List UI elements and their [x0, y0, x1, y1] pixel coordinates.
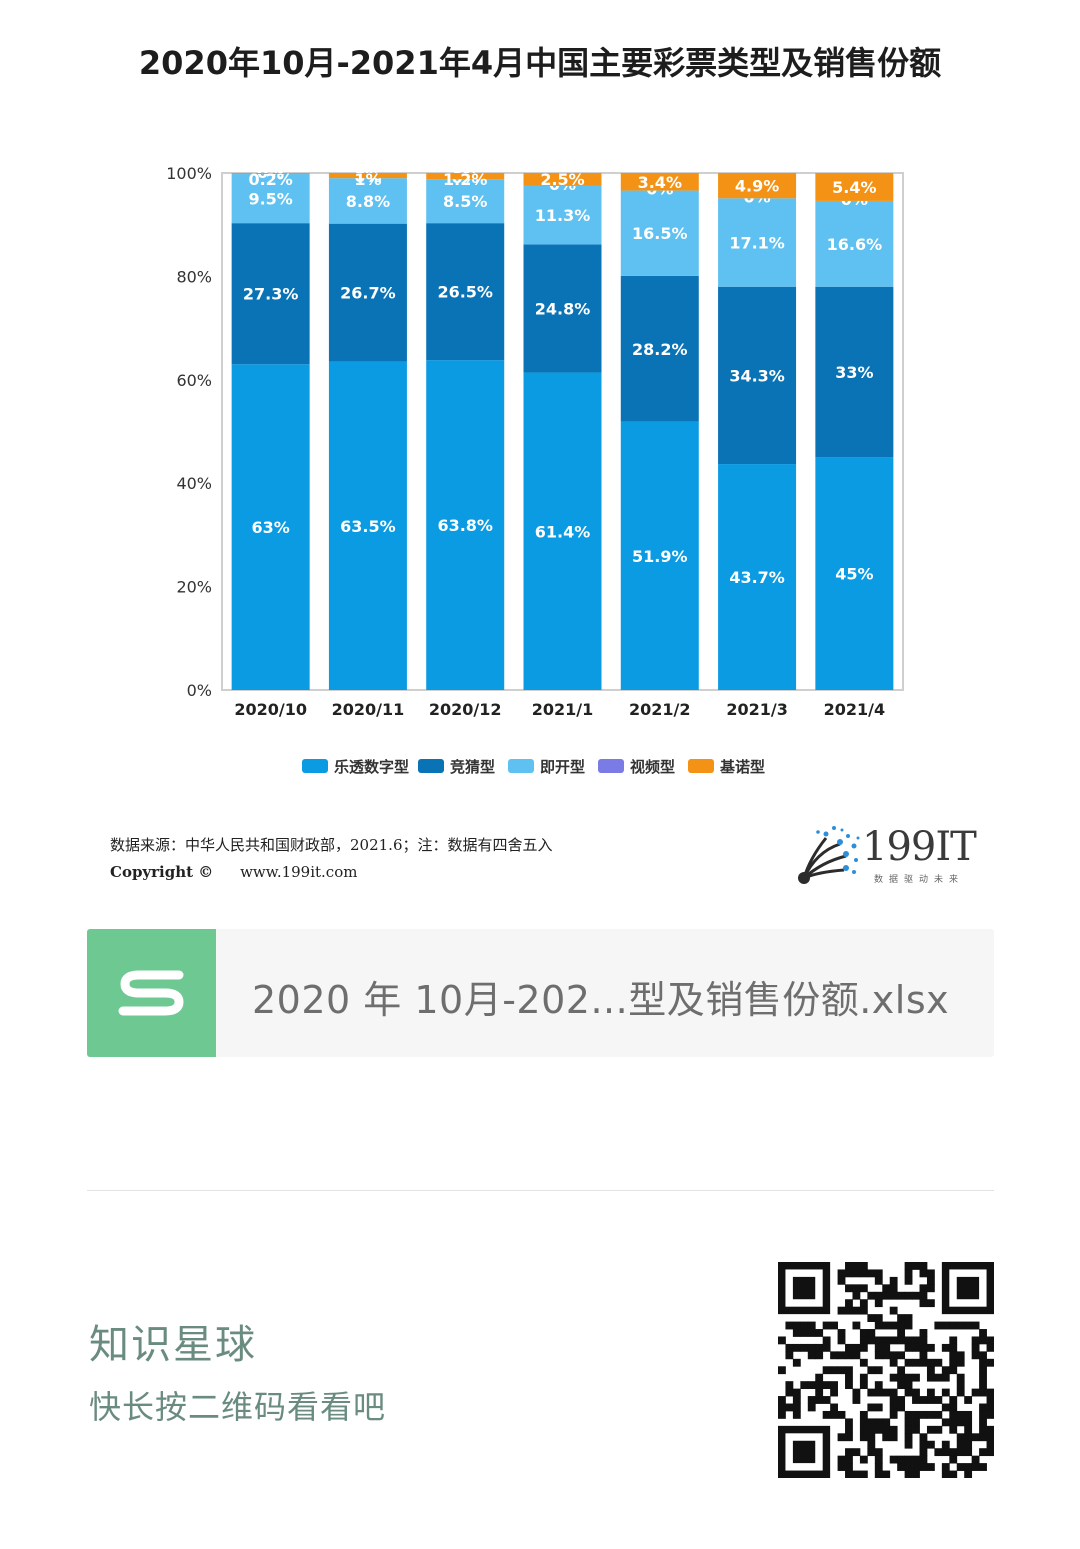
x-tick-label: 2021/2	[629, 700, 691, 719]
bar-segment	[231, 364, 310, 690]
y-tick-label: 20%	[176, 578, 212, 597]
bar-segment	[426, 360, 505, 690]
bar-segment	[620, 421, 699, 690]
logo-tagline: 数据驱动未来	[874, 875, 965, 885]
y-tick-label: 100%	[166, 164, 212, 183]
data-label: 17.1%	[729, 234, 785, 253]
x-tick-label: 2021/3	[726, 700, 788, 719]
data-label: 63%	[251, 518, 289, 537]
bar-segment	[620, 190, 699, 276]
bar-segment	[815, 173, 894, 201]
copyright-line: Copyright © www.199it.com	[110, 858, 553, 886]
bar-segment	[718, 173, 797, 199]
chart-title: 2020年10月-2021年4月中国主要彩票类型及销售份额	[138, 44, 942, 82]
data-label: 51.9%	[632, 547, 688, 566]
data-label: 0.2%	[248, 170, 292, 189]
data-label: 8.5%	[443, 192, 487, 211]
logo-dandelion-icon	[798, 826, 860, 884]
bar-segment	[620, 275, 699, 422]
data-label: 2.5%	[540, 170, 584, 189]
data-label: 9.5%	[248, 190, 292, 209]
bar-segment	[328, 173, 407, 179]
data-label: 1%	[354, 170, 381, 189]
bar-segment	[523, 244, 602, 373]
planet-subtitle: 快长按二维码看看吧	[89, 1388, 387, 1426]
bar-segment	[231, 173, 310, 175]
bar-segment	[231, 223, 310, 365]
bar-segment	[815, 286, 894, 458]
copyright-label: Copyright ©	[110, 863, 214, 881]
data-label: 26.5%	[437, 283, 493, 302]
bar-segment	[328, 178, 407, 224]
stacked-bar-chart: 0%20%40%60%80%100%63%27.3%9.5%0%0.2%2020…	[166, 163, 904, 776]
bar-segment	[523, 372, 602, 690]
x-tick-label: 2020/10	[234, 700, 307, 719]
data-label: 11.3%	[535, 206, 591, 225]
legend-swatch	[302, 759, 328, 773]
x-tick-label: 2021/1	[532, 700, 594, 719]
x-tick-label: 2020/12	[429, 700, 502, 719]
legend-swatch	[508, 759, 534, 773]
data-label: 1.2%	[443, 170, 487, 189]
y-tick-label: 80%	[176, 267, 212, 286]
bar-segment	[426, 179, 505, 224]
file-name: 2020 年 10月-202...型及销售份额.xlsx	[252, 978, 950, 1022]
data-label: 8.8%	[346, 192, 390, 211]
data-label: 33%	[835, 363, 873, 382]
legend-swatch	[688, 759, 714, 773]
file-attachment-card[interactable]: 2020 年 10月-202...型及销售份额.xlsx	[87, 929, 994, 1057]
data-label: 24.8%	[535, 299, 591, 318]
source-block: 数据来源：中华人民共和国财政部，2021.6；注：数据有四舍五入 Copyrig…	[110, 832, 553, 886]
planet-title: 知识星球	[89, 1322, 257, 1368]
s-icon	[87, 929, 216, 1057]
bar-segment	[426, 223, 505, 361]
legend-swatch	[418, 759, 444, 773]
y-tick-label: 60%	[176, 371, 212, 390]
copyright-url[interactable]: www.199it.com	[240, 863, 358, 881]
y-tick-label: 0%	[187, 681, 212, 700]
bar-segment	[523, 173, 602, 186]
data-label: 5.4%	[832, 178, 876, 197]
data-label: 16.6%	[827, 235, 883, 254]
data-label: 3.4%	[638, 173, 682, 192]
bar-segment	[523, 185, 602, 245]
data-label: 34.3%	[729, 366, 785, 385]
data-label: 26.7%	[340, 284, 396, 303]
data-label: 63.8%	[437, 516, 493, 535]
data-label: 4.9%	[735, 177, 779, 196]
x-tick-label: 2020/11	[332, 700, 405, 719]
y-tick-label: 40%	[176, 474, 212, 493]
bar-segment	[231, 174, 310, 224]
199it-logo: 199IT 数据驱动未来	[796, 822, 986, 892]
legend-label: 乐透数字型	[334, 758, 409, 776]
x-tick-label: 2021/4	[824, 700, 886, 719]
bar-segment	[815, 200, 894, 287]
data-label: 16.5%	[632, 224, 688, 243]
data-label: 28.2%	[632, 340, 688, 359]
data-label: 63.5%	[340, 517, 396, 536]
bar-segment	[718, 464, 797, 690]
legend-label: 视频型	[630, 758, 675, 776]
legend-swatch	[598, 759, 624, 773]
bar-segment	[620, 173, 699, 191]
divider	[87, 1190, 994, 1191]
legend-label: 竞猜型	[450, 758, 495, 776]
bar-segment	[718, 198, 797, 287]
legend-label: 基诺型	[719, 758, 765, 776]
bar-segment	[426, 173, 505, 180]
bar-segment	[815, 457, 894, 690]
source-text: 数据来源：中华人民共和国财政部，2021.6；注：数据有四舍五入	[110, 836, 553, 854]
data-label: 27.3%	[243, 285, 299, 304]
legend-label: 即开型	[540, 758, 585, 776]
data-label: 61.4%	[535, 522, 591, 541]
qr-code-icon[interactable]	[778, 1262, 994, 1478]
bar-segment	[328, 223, 407, 362]
data-label: 45%	[835, 565, 873, 584]
data-label: 43.7%	[729, 568, 785, 587]
bar-segment	[718, 286, 797, 465]
data-label: 0%	[257, 163, 284, 182]
logo-text: 199IT	[862, 824, 977, 870]
bar-segment	[328, 361, 407, 690]
